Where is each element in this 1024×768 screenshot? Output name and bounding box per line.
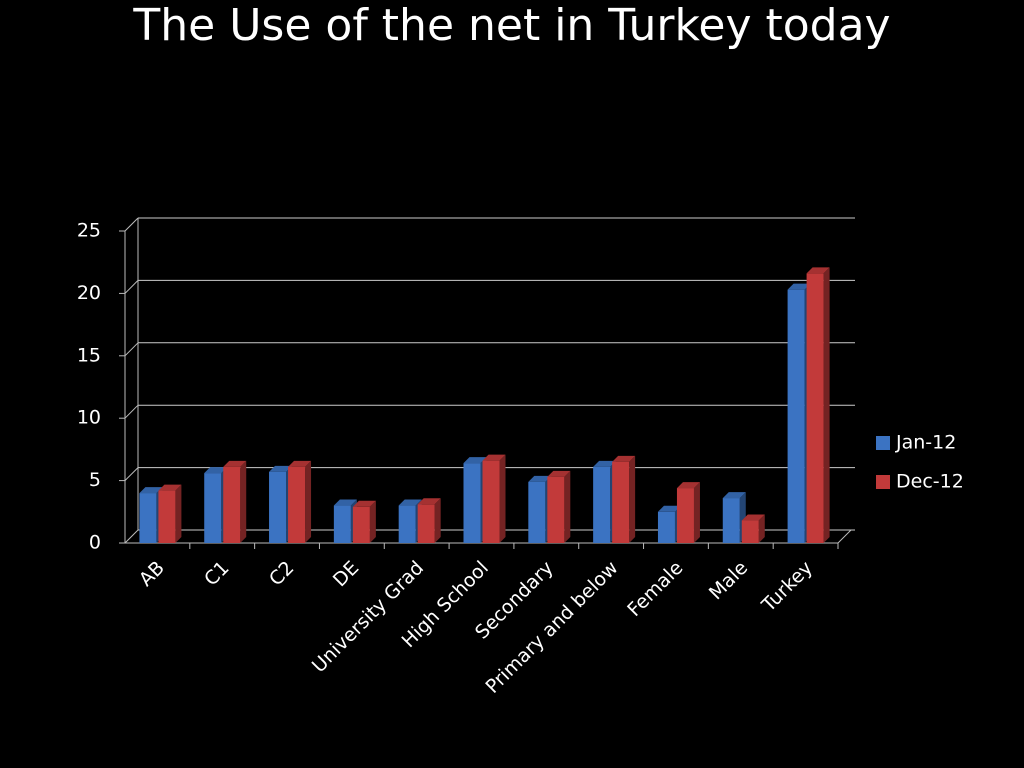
y-tick-label: 15 bbox=[77, 344, 101, 366]
bar-top bbox=[463, 457, 487, 464]
x-axis-back bbox=[837, 529, 852, 544]
y-tick-label: 5 bbox=[89, 469, 101, 491]
bar-top bbox=[352, 500, 376, 507]
bar bbox=[288, 466, 306, 543]
grid-diag bbox=[124, 217, 139, 232]
bar bbox=[333, 505, 351, 543]
x-tick-label: C2 bbox=[265, 557, 298, 590]
bar-top bbox=[398, 499, 422, 506]
bar bbox=[722, 498, 740, 543]
bar bbox=[676, 488, 694, 543]
bar bbox=[547, 476, 565, 543]
x-tick-label: Female bbox=[623, 557, 687, 621]
x-tick-label: Turkey bbox=[757, 557, 817, 617]
bar-top bbox=[204, 467, 228, 474]
bar-side bbox=[305, 460, 312, 543]
bar-top bbox=[158, 484, 182, 491]
grid-diag bbox=[124, 467, 139, 481]
bar bbox=[139, 493, 157, 543]
bar bbox=[223, 466, 241, 543]
grid-diag bbox=[124, 342, 139, 357]
bar-top bbox=[787, 283, 811, 290]
bar bbox=[417, 504, 435, 543]
bar bbox=[158, 490, 176, 543]
bar-top bbox=[657, 505, 681, 512]
bar bbox=[806, 273, 824, 543]
bar-side bbox=[240, 460, 247, 543]
bar-side bbox=[823, 267, 830, 543]
bar-top bbox=[741, 514, 765, 521]
bar-side bbox=[369, 500, 376, 543]
y-tick-label: 0 bbox=[89, 532, 101, 554]
bar-top bbox=[612, 455, 636, 462]
bar bbox=[612, 461, 630, 543]
bar-top bbox=[676, 482, 700, 489]
x-tick-label: University Grad bbox=[308, 557, 428, 677]
bar-side bbox=[499, 454, 506, 543]
x-tick-label: C1 bbox=[200, 557, 233, 590]
grid-diag bbox=[124, 404, 139, 419]
bar bbox=[741, 520, 759, 543]
y-tick-label: 20 bbox=[77, 282, 101, 304]
bar bbox=[352, 506, 370, 543]
chart-title: The Use of the net in Turkey today bbox=[132, 0, 890, 51]
bar bbox=[269, 471, 287, 543]
grid-diag bbox=[124, 280, 139, 294]
x-tick-label: DE bbox=[329, 557, 363, 591]
bar-top bbox=[223, 460, 247, 467]
bar bbox=[528, 481, 546, 543]
legend-label: Dec-12 bbox=[896, 471, 964, 493]
bar-top bbox=[333, 499, 357, 506]
y-tick-label: 10 bbox=[77, 407, 101, 429]
bar-top bbox=[528, 475, 552, 482]
bar-side bbox=[434, 498, 441, 543]
legend-label: Jan-12 bbox=[895, 432, 956, 454]
bar bbox=[482, 460, 500, 543]
bar bbox=[657, 511, 675, 543]
bar-side bbox=[758, 514, 765, 543]
bar-top bbox=[139, 487, 163, 494]
y-tick-label: 25 bbox=[77, 220, 101, 242]
x-tick-label: AB bbox=[135, 557, 169, 591]
bar-top bbox=[482, 454, 506, 461]
grid-diag bbox=[124, 529, 139, 544]
bar-side bbox=[629, 455, 636, 543]
bar bbox=[204, 473, 222, 543]
bar-top bbox=[722, 492, 746, 499]
bar-side bbox=[175, 484, 182, 543]
legend-swatch bbox=[876, 475, 890, 489]
bar-side bbox=[693, 482, 700, 543]
bar bbox=[593, 466, 611, 543]
bar bbox=[787, 289, 805, 543]
legend-swatch bbox=[876, 436, 890, 450]
bar bbox=[463, 463, 481, 543]
bar-side bbox=[564, 470, 571, 543]
x-tick-label: Male bbox=[705, 557, 752, 604]
bar-top bbox=[806, 267, 830, 274]
bar-top bbox=[593, 460, 617, 467]
bar-top bbox=[288, 460, 312, 467]
bar bbox=[398, 505, 416, 543]
bar-top bbox=[547, 470, 571, 477]
bar-top bbox=[417, 498, 441, 505]
bar-top bbox=[269, 465, 293, 472]
